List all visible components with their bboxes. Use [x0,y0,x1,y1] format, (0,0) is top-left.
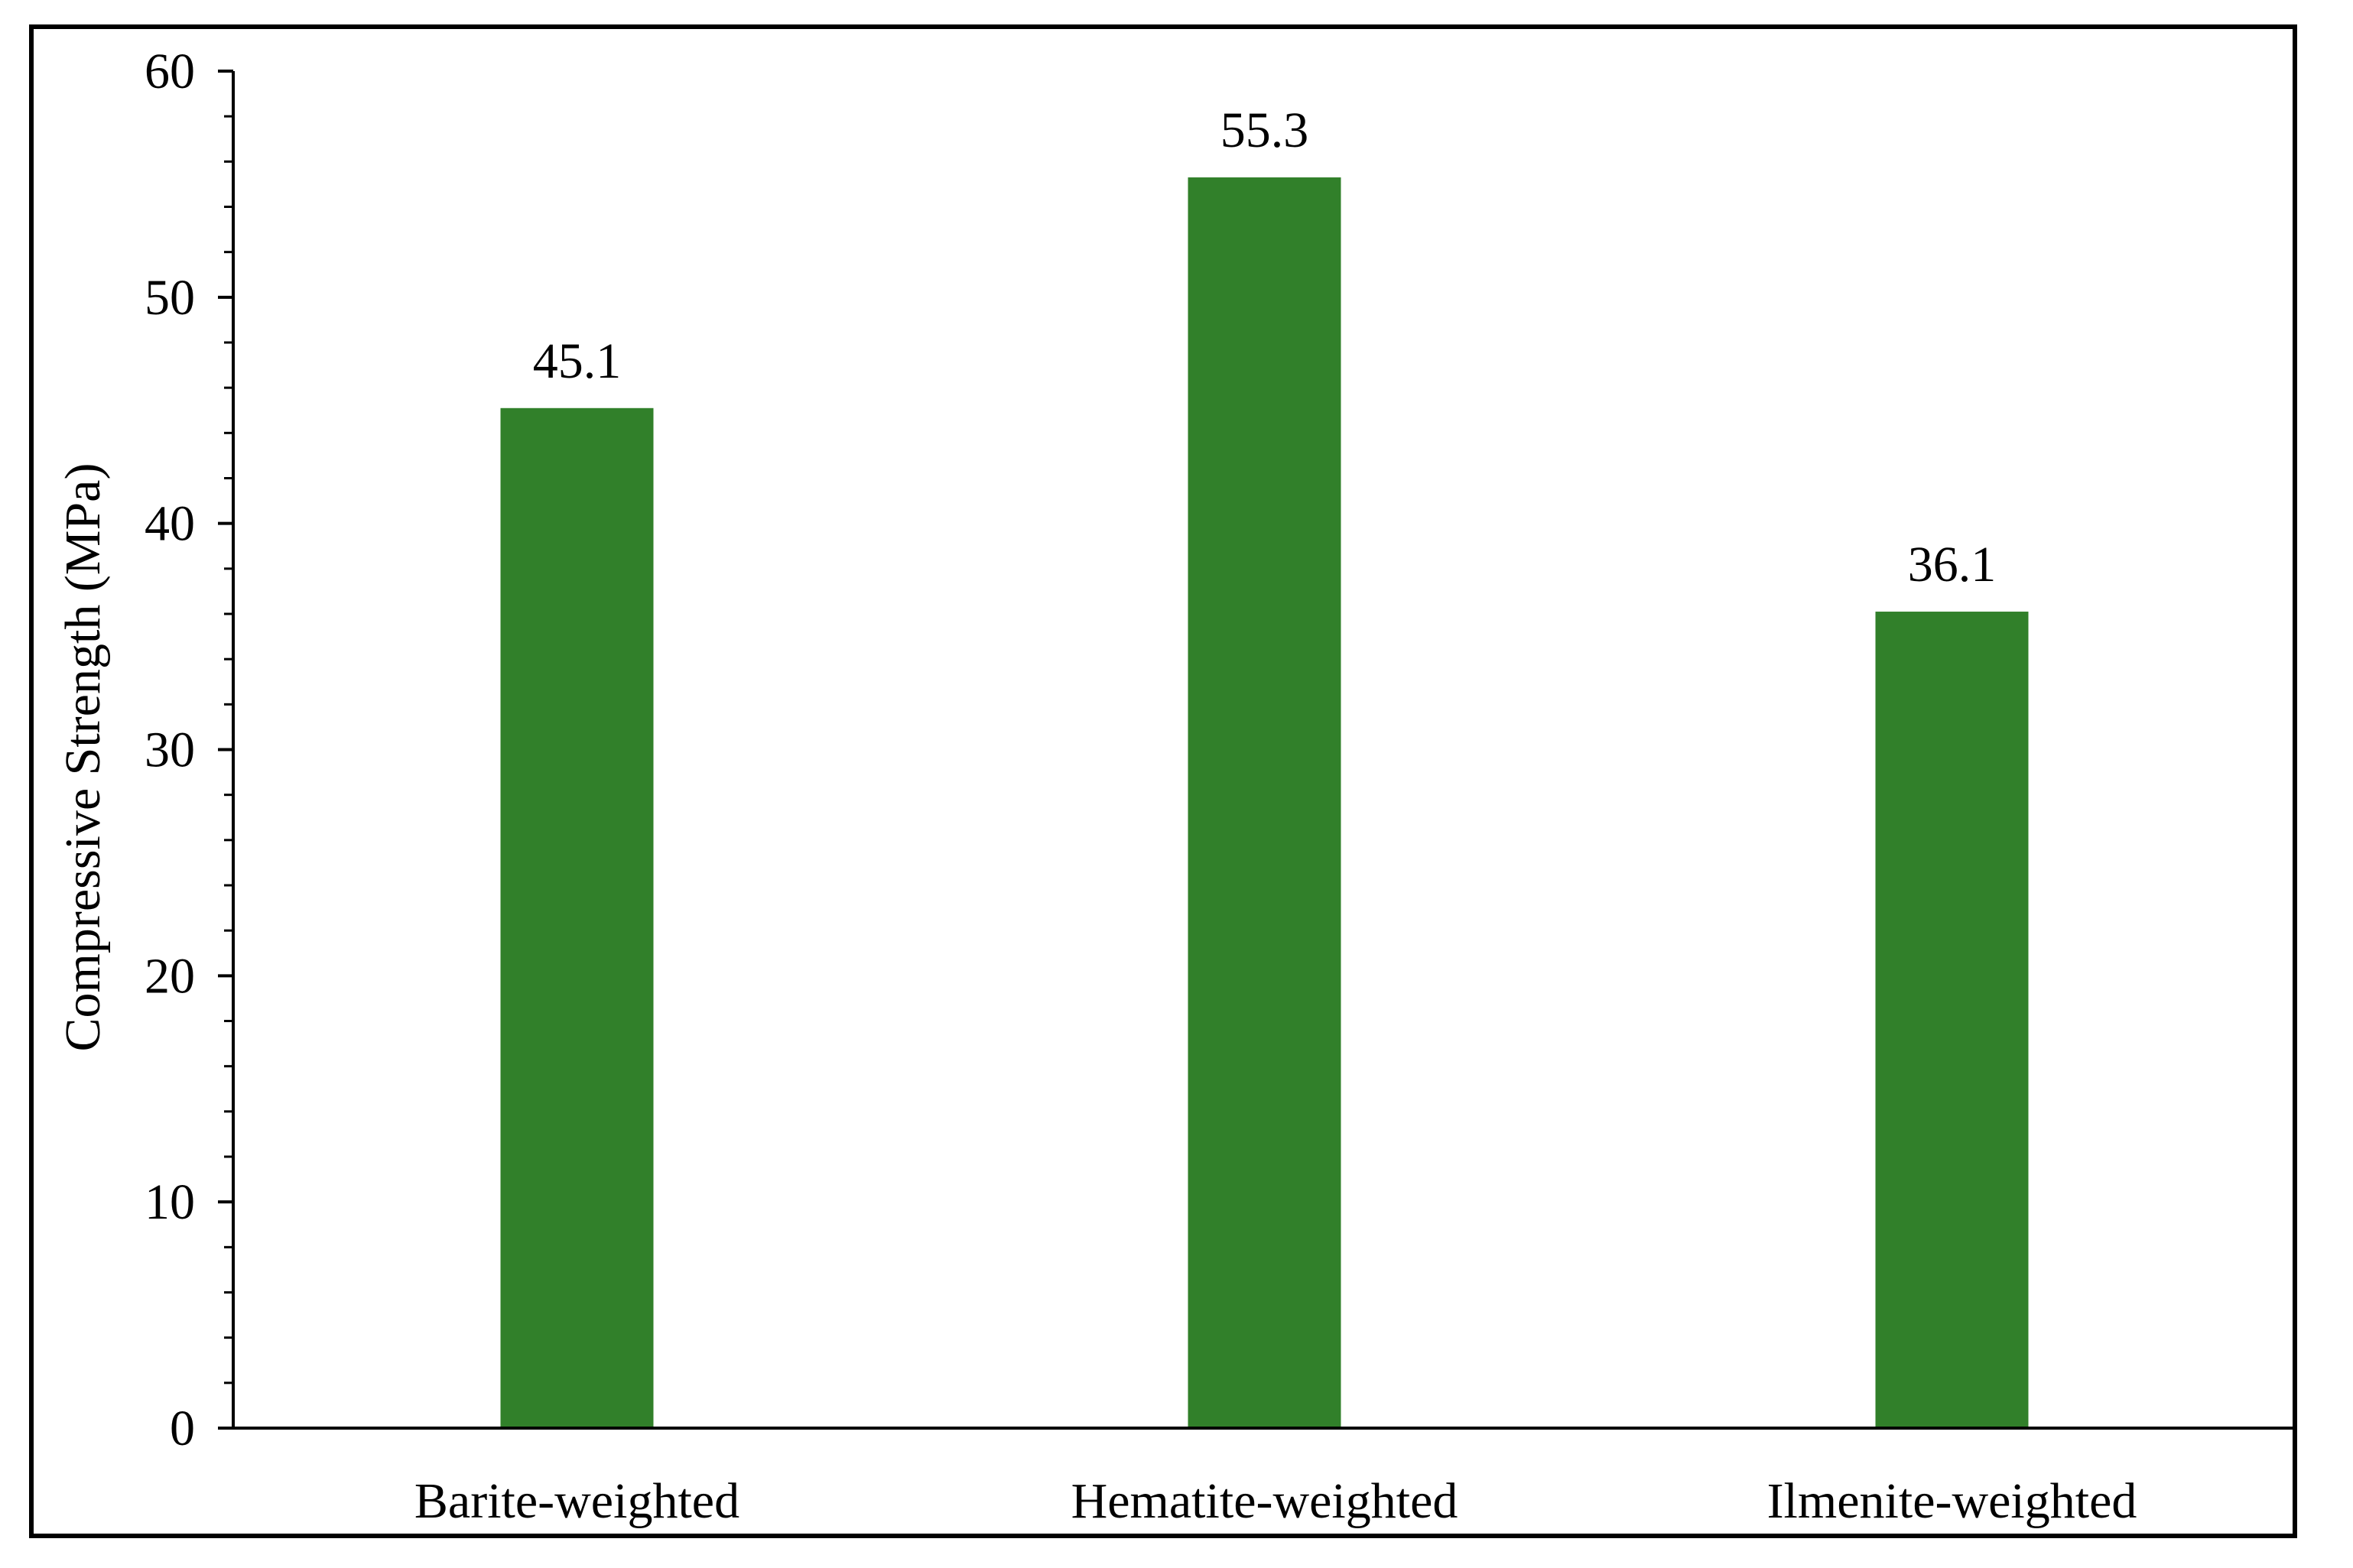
x-category-label: Hematite-weighted [1071,1473,1458,1529]
x-category-label: Ilmenite-weighted [1767,1473,2137,1529]
bar-data-label: 36.1 [1908,537,1997,592]
y-tick-label: 0 [170,1401,195,1456]
bar-data-label: 55.3 [1220,102,1309,158]
y-ticks-layer: 0 10 20 30 40 50 60 [145,44,233,1456]
y-axis-title: Compressive Strength (MPa) [55,463,111,1052]
y-tick-label: 10 [145,1174,195,1230]
bar [500,407,654,1428]
y-tick-label: 40 [145,496,195,552]
y-tick-label: 30 [145,722,195,778]
bar-data-label: 45.1 [533,333,622,389]
bar [1188,177,1341,1429]
labels-layer: 45.1 Barite-weighted 55.3 Hematite-weighted… [414,102,2137,1529]
y-tick-label: 20 [145,948,195,1004]
y-tick-label: 60 [145,44,195,99]
bars-layer [500,177,2029,1429]
y-tick-label: 50 [145,270,195,326]
x-category-label: Barite-weighted [414,1473,739,1529]
bar [1875,612,2029,1428]
